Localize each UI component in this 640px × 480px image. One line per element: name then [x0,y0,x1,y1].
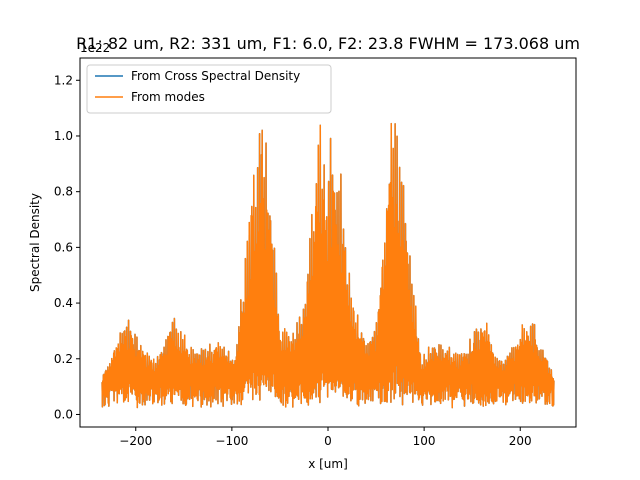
x-tick-label: 200 [509,434,532,448]
x-tick-label: 0 [324,434,332,448]
y-axis-scale-label: 1e22 [80,41,110,55]
y-axis-label: Spectral Density [28,193,42,292]
x-tick-label: −200 [119,434,152,448]
y-tick-label: 1.2 [54,73,73,87]
y-tick-label: 1.0 [54,129,73,143]
chart-title: R1: 82 um, R2: 331 um, F1: 6.0, F2: 23.8… [76,34,580,53]
y-tick-label: 0.6 [54,240,73,254]
legend-label-modes: From modes [131,90,205,104]
legend-label-cross-spectral-density: From Cross Spectral Density [131,69,300,83]
y-tick-label: 0.0 [54,407,73,421]
y-tick-label: 0.8 [54,185,73,199]
series-line-modes [101,122,555,409]
y-tick-label: 0.4 [54,296,73,310]
legend: From Cross Spectral Density From modes [86,64,332,114]
legend-box [86,64,332,114]
x-tick-label: −100 [215,434,248,448]
x-axis-label: x [um] [308,457,348,471]
y-tick-label: 0.2 [54,352,73,366]
x-tick-label: 100 [413,434,436,448]
